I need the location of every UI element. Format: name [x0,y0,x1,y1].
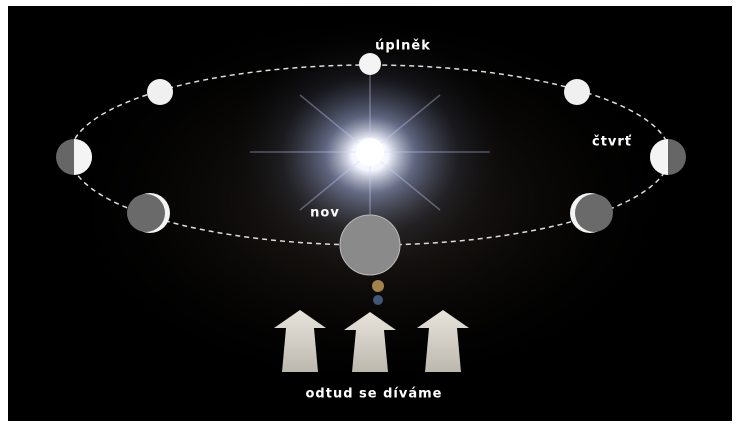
moon-gibbous [147,79,173,105]
sun [356,138,384,166]
moon-crescent-dark [127,194,165,232]
moon-full [359,53,381,75]
lens-flare [372,280,384,292]
label-new-moon: nov [310,206,340,221]
moon-gibbous [564,79,590,105]
moon-phases-diagram: úplněk čtvrť nov odtud se díváme [0,0,740,427]
label-quarter: čtvrť [592,135,632,150]
moon-new [340,215,400,275]
lens-flare [373,295,383,305]
label-viewpoint: odtud se díváme [306,387,443,402]
viewer-arrows [274,310,469,372]
label-full-moon: úplněk [375,39,431,54]
moon-crescent-dark [575,194,613,232]
